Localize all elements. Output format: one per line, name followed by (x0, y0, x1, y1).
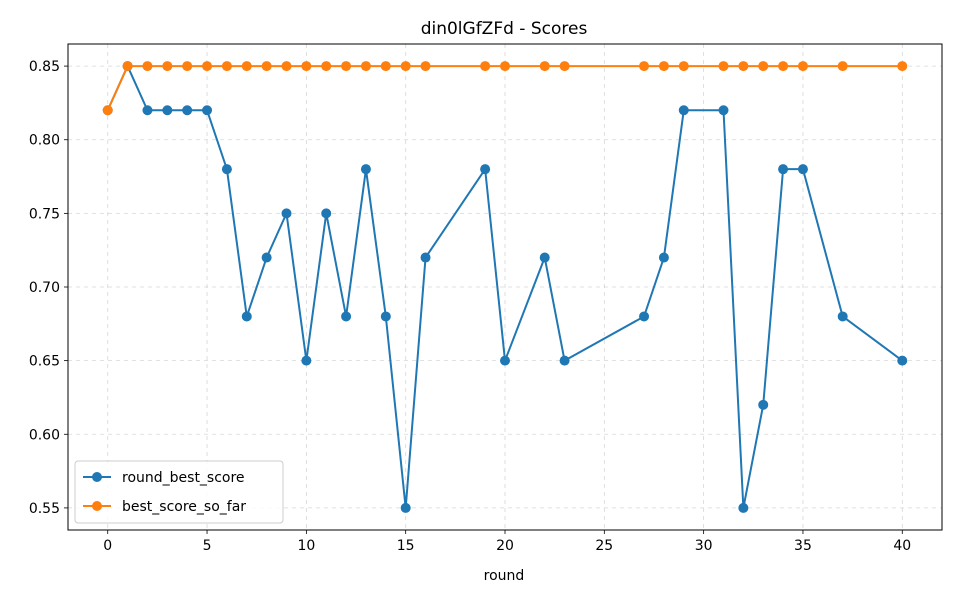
best-score-so-far-point (360, 61, 371, 72)
y-tick-label: 0.70 (29, 280, 60, 296)
best-score-so-far-point (261, 61, 272, 72)
round-best-score-point (897, 355, 908, 366)
round-best-score-point (400, 502, 411, 513)
round-best-score-point (162, 105, 173, 116)
x-tick-label: 0 (103, 538, 112, 554)
round-best-score-point (221, 164, 232, 175)
x-tick-label: 25 (595, 538, 613, 554)
legend-best-score-so-far-marker (92, 501, 102, 511)
best-score-so-far-point (122, 61, 133, 72)
y-tick-label: 0.55 (29, 501, 60, 517)
best-score-so-far-point (400, 61, 411, 72)
best-score-so-far-point (480, 61, 491, 72)
round-best-score-point (301, 355, 312, 366)
best-score-so-far-point (321, 61, 332, 72)
round-best-score-point (678, 105, 689, 116)
best-score-so-far-point (500, 61, 510, 72)
round-best-score-point (420, 252, 431, 263)
legend-round-best-score-label: round_best_score (122, 470, 245, 486)
round-best-score-point (797, 164, 808, 175)
best-score-so-far-point (778, 61, 789, 72)
round-best-score-point (142, 105, 153, 116)
best-score-so-far-point (658, 61, 669, 72)
best-score-so-far-point (341, 61, 352, 72)
round-best-score-point (480, 164, 491, 175)
best-score-so-far-point (897, 61, 908, 72)
best-score-so-far-point (738, 61, 749, 72)
best-score-so-far-point (182, 61, 193, 72)
axes-ticks: 0 5 10 15 20 25 30 35 40 0.55 0.60 0.65 0.70 0.75 0.80… (29, 59, 911, 554)
x-tick-label: 5 (203, 538, 212, 554)
round-best-score-point (500, 355, 510, 366)
x-tick-label: 35 (794, 538, 812, 554)
y-tick-label: 0.60 (29, 427, 60, 443)
round-best-score-point (341, 311, 352, 322)
round-best-score-point (738, 502, 749, 513)
round-best-score-point (758, 399, 769, 410)
x-tick-label: 10 (297, 538, 315, 554)
best-score-so-far-point (241, 61, 252, 72)
round-best-score-point (380, 311, 391, 322)
round-best-score-point (281, 208, 292, 219)
best-score-so-far-point (162, 61, 173, 72)
legend-box (74, 460, 284, 524)
round-best-score-point (261, 252, 272, 263)
best-score-so-far-point (797, 61, 808, 72)
best-score-so-far-point (758, 61, 769, 72)
chart-title: din0lGfZFd - Scores (421, 19, 588, 39)
best-score-so-far-point (639, 61, 650, 72)
legend-best-score-so-far-label: best_score_so_far (122, 499, 246, 515)
round-best-score-point (241, 311, 252, 322)
round-best-score-point (837, 311, 848, 322)
best-score-so-far-point (281, 61, 292, 72)
x-tick-label: 15 (397, 538, 415, 554)
best-score-so-far-point (718, 61, 729, 72)
x-tick-label: 20 (496, 538, 514, 554)
best-score-so-far-point (380, 61, 391, 72)
series-layer (102, 61, 908, 513)
round-best-score-point (321, 208, 332, 219)
best-score-so-far-point (301, 61, 312, 72)
best-score-so-far-point (837, 61, 848, 72)
best-score-so-far-point (559, 61, 570, 72)
y-tick-label: 0.65 (29, 354, 60, 370)
best-score-so-far-point (202, 61, 213, 72)
round-best-score-point (639, 311, 650, 322)
legend: round_best_score best_score_so_far (74, 460, 284, 524)
round-best-score-point (360, 164, 371, 175)
round-best-score-point (202, 105, 213, 116)
round-best-score-point (778, 164, 789, 175)
round-best-score-point (559, 355, 570, 366)
best-score-so-far-point (678, 61, 689, 72)
round-best-score-point (182, 105, 193, 116)
round-best-score-point (658, 252, 669, 263)
y-tick-label: 0.80 (29, 133, 60, 149)
x-tick-label: 30 (695, 538, 713, 554)
best-score-so-far-point (102, 105, 113, 116)
x-axis-title: round (484, 568, 525, 584)
y-tick-label: 0.75 (29, 206, 60, 222)
best-score-so-far-point (221, 61, 232, 72)
best-score-so-far-point (539, 61, 550, 72)
round-best-score-point (539, 252, 550, 263)
best-score-so-far-point (142, 61, 153, 72)
best-score-so-far-point (420, 61, 431, 72)
x-tick-label: 40 (893, 538, 911, 554)
round-best-score-point (718, 105, 729, 116)
y-tick-label: 0.85 (29, 59, 60, 75)
legend-round-best-score-marker (92, 472, 102, 482)
